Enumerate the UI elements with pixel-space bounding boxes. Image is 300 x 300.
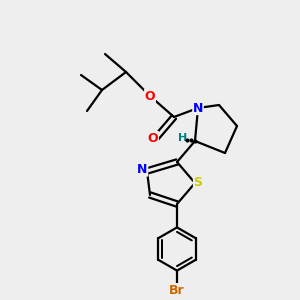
Text: N: N [137, 163, 148, 176]
Text: O: O [148, 131, 158, 145]
Text: O: O [145, 89, 155, 103]
Text: Br: Br [169, 284, 185, 297]
Text: N: N [193, 101, 203, 115]
Text: S: S [194, 176, 202, 190]
Text: H: H [178, 133, 188, 143]
